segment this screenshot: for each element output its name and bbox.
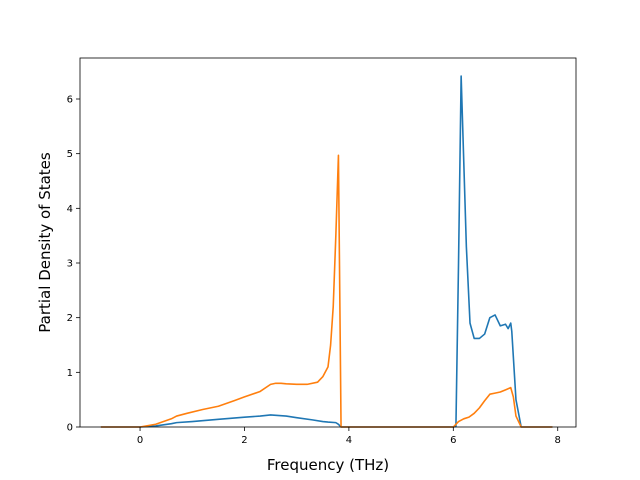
x-tick-label: 6 <box>450 435 456 446</box>
x-tick-label: 2 <box>241 435 247 446</box>
y-tick-label: 1 <box>67 368 73 379</box>
y-axis-ticks: 0 1 2 3 4 5 6 <box>67 95 80 434</box>
series-line-2 <box>100 154 553 428</box>
y-tick-label: 5 <box>67 149 73 160</box>
x-tick-label: 0 <box>137 435 143 446</box>
x-axis-label: Frequency (THz) <box>267 456 389 474</box>
x-tick-label: 8 <box>555 435 561 446</box>
y-tick-label: 3 <box>67 259 73 270</box>
x-tick-label: 4 <box>346 435 352 446</box>
y-axis-label: Partial Density of States <box>36 152 54 333</box>
series-layer <box>100 75 553 428</box>
series-line-1 <box>100 75 553 428</box>
axes-frame <box>79 57 577 428</box>
y-tick-label: 4 <box>67 204 73 215</box>
x-axis-ticks: 0 2 4 6 8 <box>137 427 561 446</box>
y-tick-label: 6 <box>67 95 73 106</box>
y-tick-label: 2 <box>67 313 73 324</box>
y-tick-label: 0 <box>67 423 73 434</box>
